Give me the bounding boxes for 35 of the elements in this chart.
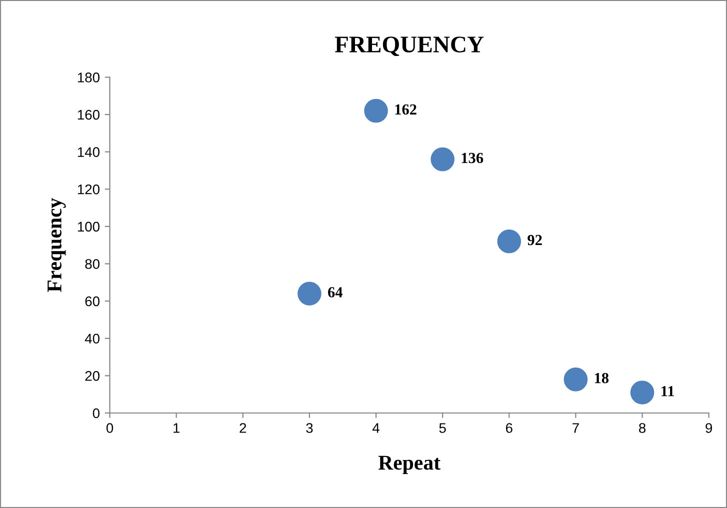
y-tick-label: 120 xyxy=(78,184,100,194)
y-tick-label: 160 xyxy=(78,110,100,120)
x-tick-label: 3 xyxy=(306,423,313,433)
y-tick-label: 100 xyxy=(78,222,100,232)
x-tick-label: 7 xyxy=(572,423,579,433)
point xyxy=(564,368,588,392)
x-tick-label: 4 xyxy=(372,423,380,433)
y-tick-label: 20 xyxy=(85,371,100,381)
point xyxy=(364,98,388,123)
x-tick-label: 8 xyxy=(639,423,646,433)
chart-title: FREQUENCY xyxy=(334,36,484,56)
point xyxy=(298,282,322,306)
data-label: 64 xyxy=(328,287,343,298)
data-label: 11 xyxy=(662,386,674,396)
x-tick-label: 5 xyxy=(439,423,446,433)
data-label: 92 xyxy=(528,234,542,246)
data-label: 18 xyxy=(594,372,609,384)
data-label: 162 xyxy=(395,104,416,115)
x-tick-label: 0 xyxy=(106,423,114,433)
x-tick-label: 6 xyxy=(506,423,512,433)
point xyxy=(497,229,522,254)
y-tick-label: 180 xyxy=(78,72,100,82)
x-tick-label: 2 xyxy=(240,423,246,433)
data-label: 136 xyxy=(462,152,484,164)
y-tick-label: 140 xyxy=(78,147,100,158)
y-tick-label: 80 xyxy=(85,259,100,269)
x-tick-label: 9 xyxy=(706,423,712,433)
point xyxy=(630,380,654,404)
x-axis-title: Repeat xyxy=(378,456,440,474)
point xyxy=(430,147,454,172)
y-tick-label: 60 xyxy=(85,296,100,306)
y-tick-label: 0 xyxy=(92,408,100,418)
y-axis-title: Frequency xyxy=(48,198,66,292)
x-tick-label: 1 xyxy=(174,423,180,433)
y-tick-label: 40 xyxy=(84,334,100,344)
